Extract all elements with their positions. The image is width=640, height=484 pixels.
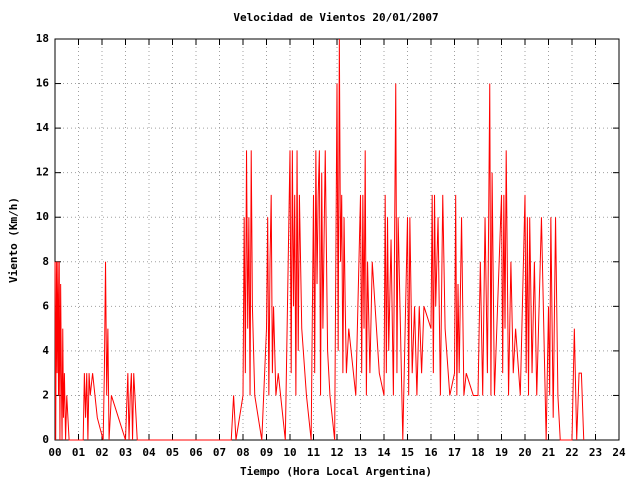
y-tick-label: 2 (42, 388, 49, 401)
x-tick-label: 07 (213, 446, 226, 459)
x-tick-label: 17 (448, 446, 461, 459)
y-tick-label: 12 (36, 166, 49, 179)
chart-title: Velocidad de Vientos 20/01/2007 (233, 11, 438, 24)
y-tick-label: 8 (42, 255, 49, 268)
y-tick-label: 16 (36, 77, 50, 90)
x-tick-label: 09 (260, 446, 273, 459)
x-tick-label: 23 (589, 446, 602, 459)
wind-line (54, 38, 585, 441)
y-axis-label: Viento (Km/h) (7, 197, 20, 283)
x-axis-label: Tiempo (Hora Local Argentina) (240, 465, 432, 478)
x-tick-label: 05 (166, 446, 179, 459)
x-tick-label: 16 (424, 446, 438, 459)
y-tick-label: 6 (42, 299, 49, 312)
x-tick-label: 19 (495, 446, 508, 459)
x-tick-label: 06 (189, 446, 203, 459)
x-tick-label: 01 (72, 446, 86, 459)
y-tick-label: 4 (42, 344, 49, 357)
x-tick-label: 00 (48, 446, 61, 459)
x-tick-label: 11 (307, 446, 321, 459)
x-tick-label: 15 (401, 446, 414, 459)
x-tick-label: 12 (330, 446, 343, 459)
x-tick-label: 24 (612, 446, 626, 459)
x-tick-label: 21 (542, 446, 556, 459)
x-tick-label: 03 (119, 446, 132, 459)
y-tick-label: 0 (42, 433, 49, 446)
y-tick-label: 18 (36, 32, 49, 45)
y-tick-label: 14 (36, 121, 50, 134)
x-tick-label: 22 (565, 446, 578, 459)
x-tick-label: 20 (518, 446, 531, 459)
y-tick-label: 10 (36, 210, 49, 223)
x-tick-label: 08 (236, 446, 249, 459)
x-tick-label: 04 (142, 446, 156, 459)
x-tick-label: 18 (471, 446, 484, 459)
x-tick-label: 02 (95, 446, 108, 459)
plot-frame (54, 38, 620, 441)
x-tick-label: 10 (283, 446, 296, 459)
x-tick-label: 14 (377, 446, 391, 459)
x-tick-label: 13 (354, 446, 367, 459)
